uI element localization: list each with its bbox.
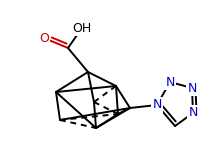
Text: N: N [188, 107, 198, 120]
Text: N: N [152, 98, 162, 112]
Text: O: O [39, 32, 49, 44]
Text: N: N [165, 76, 175, 88]
Text: OH: OH [72, 22, 92, 35]
Text: N: N [187, 82, 197, 94]
